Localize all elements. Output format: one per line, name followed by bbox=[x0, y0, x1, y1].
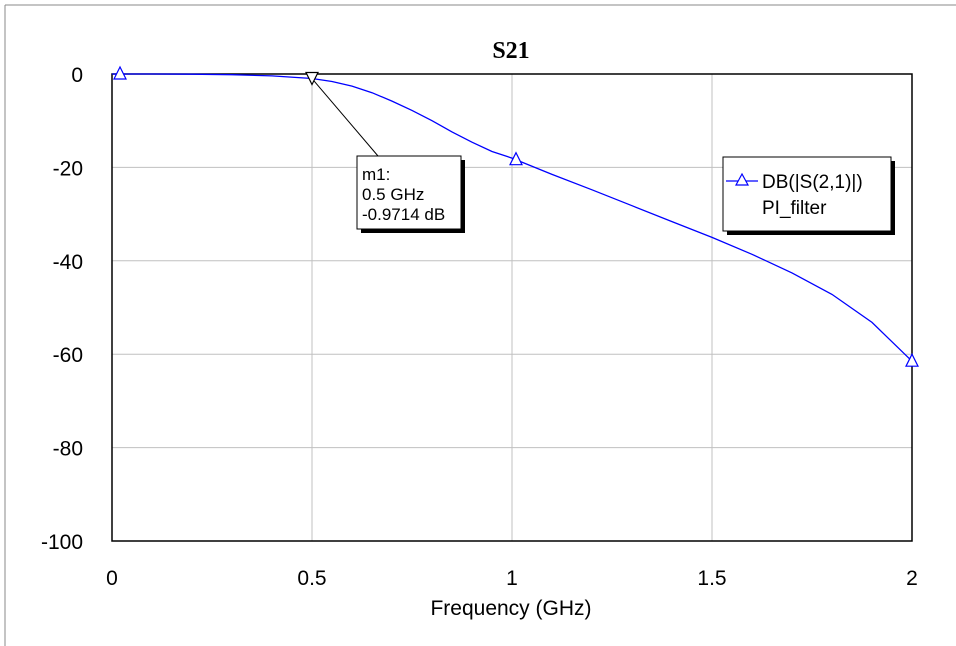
series-line-s21 bbox=[112, 73, 913, 362]
x-axis-label: Frequency (GHz) bbox=[430, 597, 591, 620]
series-markers bbox=[113, 65, 919, 367]
marker-label: m1: bbox=[362, 165, 390, 184]
marker-value: -0.9714 dB bbox=[362, 205, 445, 224]
x-tick-label: 2 bbox=[906, 567, 918, 590]
x-tick-label: 1.5 bbox=[697, 567, 726, 590]
marker-freq: 0.5 GHz bbox=[362, 185, 424, 204]
plot-area bbox=[111, 73, 913, 542]
legend: DB(|S(2,1)|) PI_filter bbox=[722, 156, 895, 235]
series-point-marker bbox=[113, 65, 127, 80]
legend-series-subname: PI_filter bbox=[762, 198, 827, 219]
y-tick-label: -60 bbox=[53, 344, 83, 367]
legend-box bbox=[722, 156, 892, 232]
marker-leader-line bbox=[311, 78, 379, 157]
series-point-marker bbox=[905, 352, 919, 367]
y-tick-label: -100 bbox=[41, 531, 83, 554]
marker-m1[interactable]: m1: 0.5 GHz -0.9714 dB bbox=[305, 71, 465, 233]
marker-triangle-icon bbox=[305, 71, 319, 86]
y-tick-label: 0 bbox=[71, 64, 83, 87]
chart-title: S21 bbox=[492, 38, 529, 64]
legend-triangle-icon bbox=[734, 172, 750, 186]
x-tick-label: 0 bbox=[106, 567, 118, 590]
series-point-marker bbox=[509, 151, 523, 166]
y-tick-label: -80 bbox=[53, 438, 83, 461]
x-tick-label: 1 bbox=[506, 567, 518, 590]
axis-tick-labels: 0 0.5 1 1.5 2 0 -20 -40 -60 -80 -100 bbox=[41, 64, 918, 590]
y-tick-label: -20 bbox=[53, 157, 83, 180]
x-tick-label: 0.5 bbox=[297, 567, 326, 590]
grid-lines bbox=[112, 74, 912, 541]
y-tick-label: -40 bbox=[53, 251, 83, 274]
legend-series-name: DB(|S(2,1)|) bbox=[762, 172, 863, 193]
marker-box bbox=[356, 155, 462, 230]
